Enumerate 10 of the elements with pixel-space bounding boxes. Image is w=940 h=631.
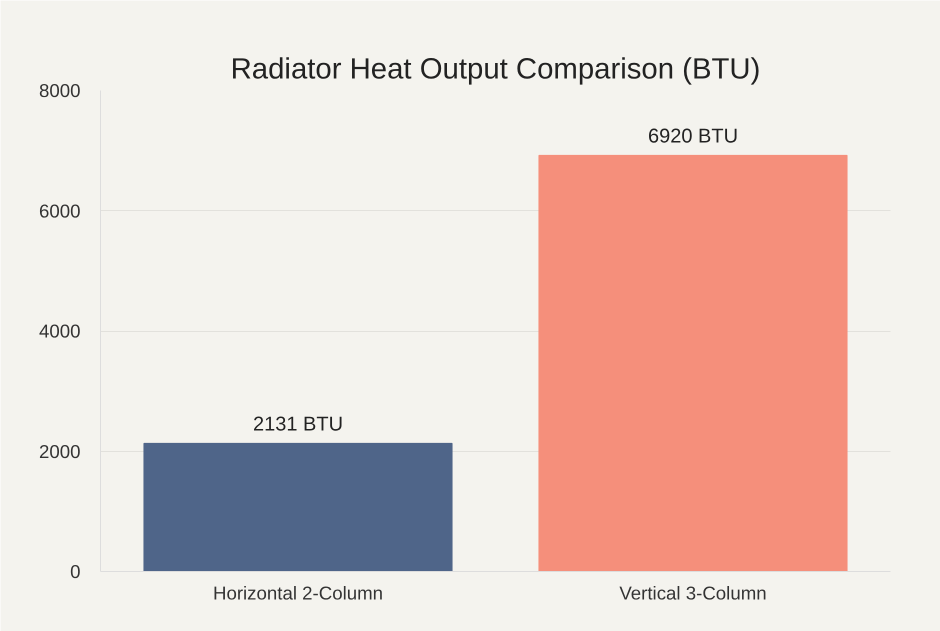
y-tick-label: 0 [70, 561, 81, 582]
y-tick-label: 8000 [38, 80, 81, 101]
chart-title: Radiator Heat Output Comparison (BTU) [230, 52, 760, 86]
y-tick-label: 2000 [38, 440, 81, 462]
x-tick-label: Vertical 3-Column [619, 582, 767, 604]
y-tick-label: 6000 [38, 200, 81, 222]
x-tick-label: Horizontal 2-Column [212, 582, 384, 604]
data-label: 2131 BTU [252, 413, 344, 436]
data-label: 6920 BTU [648, 125, 738, 148]
y-tick-label: 4000 [38, 320, 81, 342]
